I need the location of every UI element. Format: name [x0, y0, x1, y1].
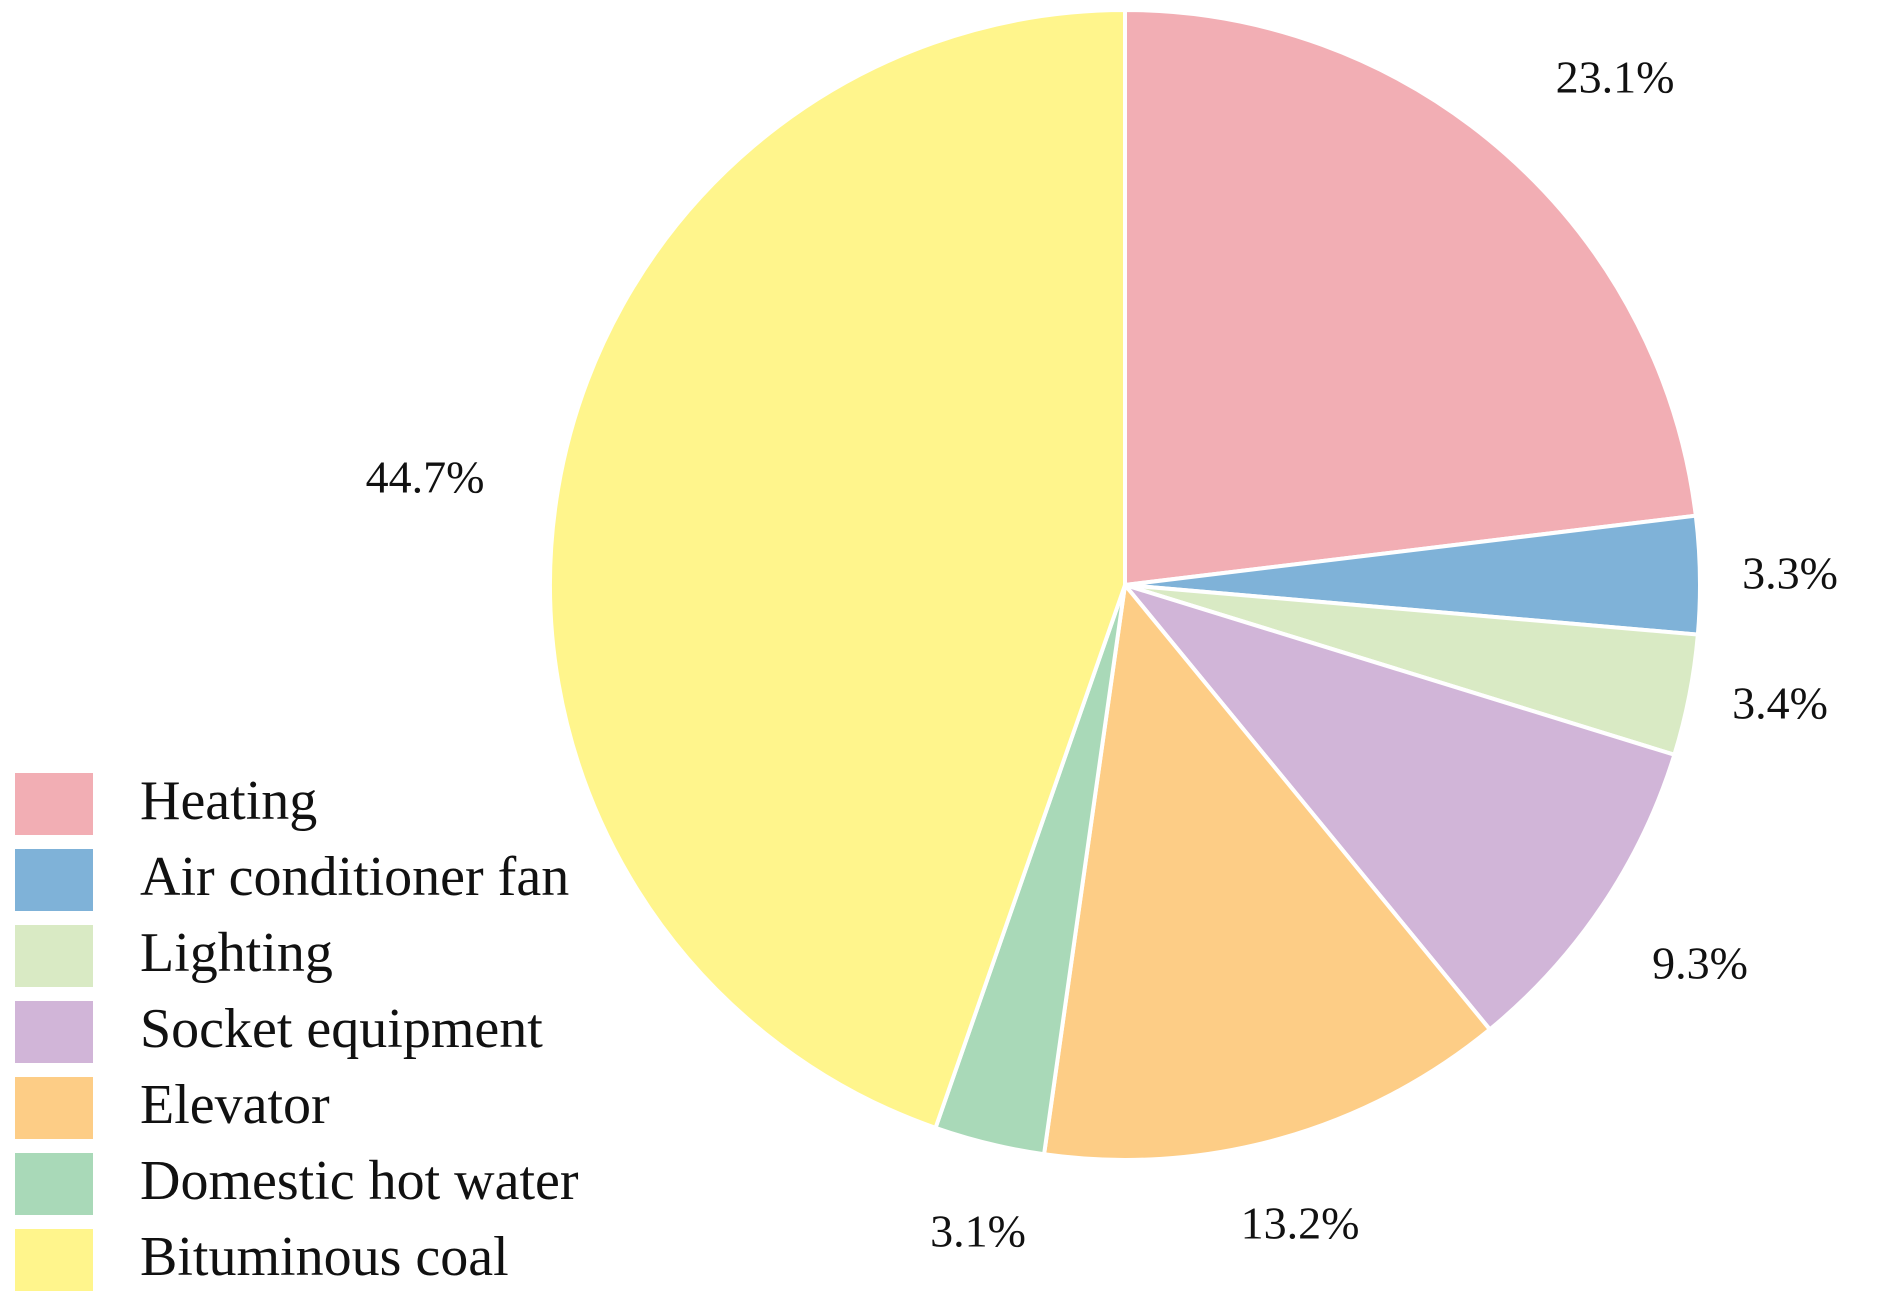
slice-label-socket-equipment: 9.3% — [1652, 938, 1748, 989]
legend-swatch-lighting — [15, 925, 93, 987]
legend-item-lighting: Lighting — [15, 922, 333, 987]
legend-swatch-air-conditioner-fan — [15, 849, 93, 911]
pie-slices — [548, 8, 1702, 1163]
legend-item-heating: Heating — [15, 770, 317, 835]
slice-label-elevator: 13.2% — [1241, 1198, 1360, 1249]
legend-label-bituminous-coal: Bituminous coal — [140, 1226, 509, 1288]
legend-label-domestic-hot-water: Domestic hot water — [140, 1150, 579, 1212]
legend: Heating Air conditioner fan Lighting Socket… — [15, 770, 579, 1291]
pie-slice-socket-equipment — [1123, 583, 1677, 1032]
pie-slice-heating — [1123, 8, 1698, 587]
legend-swatch-heating — [15, 773, 93, 835]
pie-slice-bituminous-coal — [548, 8, 1127, 1130]
slice-label-domestic-hot-water: 3.1% — [930, 1206, 1026, 1257]
legend-label-socket-equipment: Socket equipment — [140, 998, 543, 1060]
legend-swatch-elevator — [15, 1077, 93, 1139]
pie-slice-elevator — [1042, 583, 1492, 1163]
legend-swatch-domestic-hot-water — [15, 1153, 93, 1215]
legend-label-lighting: Lighting — [140, 922, 333, 984]
slice-label-air-conditioner-fan: 3.3% — [1742, 548, 1838, 599]
legend-label-air-conditioner-fan: Air conditioner fan — [140, 846, 569, 908]
legend-label-elevator: Elevator — [140, 1074, 330, 1136]
legend-item-bituminous-coal: Bituminous coal — [15, 1226, 509, 1291]
legend-item-air-conditioner-fan: Air conditioner fan — [15, 846, 569, 911]
legend-swatch-socket-equipment — [15, 1001, 93, 1063]
legend-item-socket-equipment: Socket equipment — [15, 998, 543, 1063]
slice-label-heating: 23.1% — [1556, 52, 1675, 103]
slice-label-bituminous-coal: 44.7% — [366, 452, 485, 503]
legend-item-elevator: Elevator — [15, 1074, 330, 1139]
slice-label-lighting: 3.4% — [1732, 678, 1828, 729]
legend-item-domestic-hot-water: Domestic hot water — [15, 1150, 579, 1215]
legend-swatch-bituminous-coal — [15, 1229, 93, 1291]
legend-label-heating: Heating — [140, 770, 317, 832]
slice-labels: 23.1% 3.3% 3.4% 9.3% 13.2% 3.1% 44.7% — [366, 52, 1838, 1257]
